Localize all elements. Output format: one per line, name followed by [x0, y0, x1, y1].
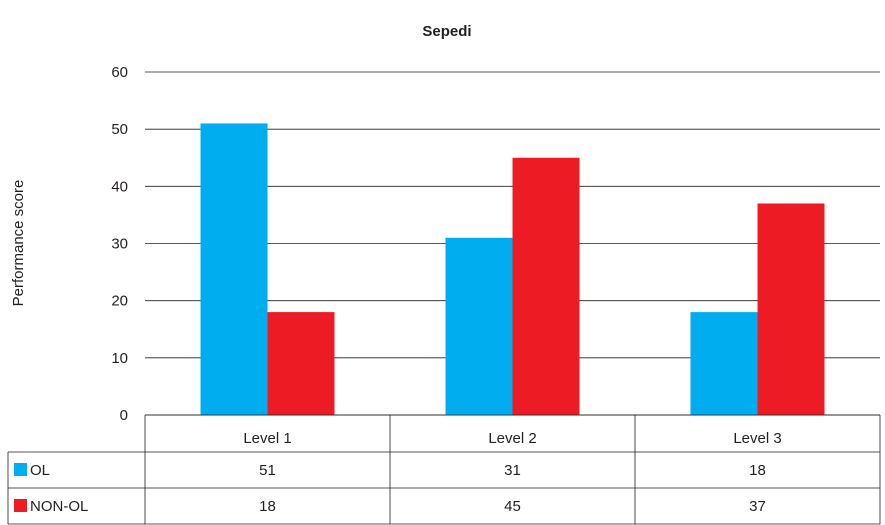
y-tick-label: 30	[111, 236, 128, 253]
y-axis-label: Performance score	[10, 180, 27, 307]
bar-ol-3	[690, 312, 758, 415]
data-label: 18	[749, 462, 766, 479]
data-label: 18	[259, 498, 276, 515]
y-tick-label: 10	[111, 350, 128, 367]
chart-title: Sepedi	[422, 23, 471, 40]
y-tick-label: 50	[111, 121, 128, 138]
y-tick-label: 20	[111, 293, 128, 310]
y-axis-ticks: 0 10 20 30 40 50 60	[111, 64, 128, 424]
legend-label: NON-OL	[30, 498, 88, 515]
bar-ol-1	[200, 123, 268, 415]
bars	[200, 123, 825, 415]
legend-swatch-non-ol	[14, 499, 27, 512]
data-label: 37	[749, 498, 766, 515]
data-table: Level 1 Level 2 Level 3 OL 51 31 18 NON-OL 18 45 3…	[7, 414, 881, 525]
y-tick-label: 40	[111, 178, 128, 195]
y-tick-label: 60	[111, 64, 128, 81]
bar-ol-2	[445, 237, 513, 415]
x-category-label: Level 1	[243, 430, 291, 447]
legend-swatch-ol	[14, 463, 27, 476]
bar-non-ol-1	[267, 312, 335, 415]
x-category-label: Level 2	[488, 430, 536, 447]
bar-non-ol-2	[512, 157, 580, 415]
data-label: 31	[504, 462, 521, 479]
data-label: 45	[504, 498, 521, 515]
x-category-label: Level 3	[733, 430, 781, 447]
legend-label: OL	[30, 462, 50, 479]
y-tick-label: 0	[120, 407, 128, 424]
data-label: 51	[259, 462, 276, 479]
bar-non-ol-3	[757, 203, 825, 415]
